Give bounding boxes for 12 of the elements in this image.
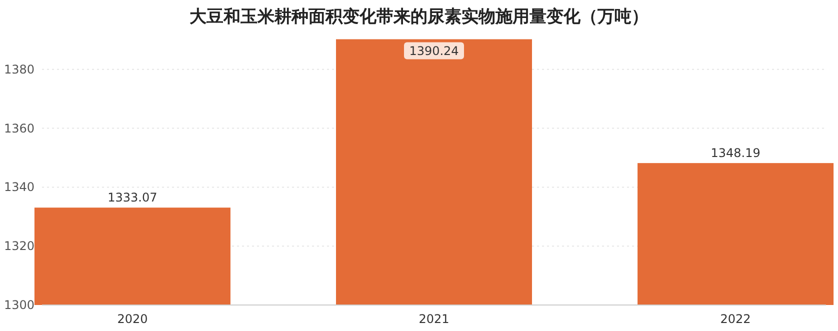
data-label: 1390.24 — [409, 44, 459, 58]
data-label: 1333.07 — [108, 190, 158, 205]
data-label: 1348.19 — [710, 146, 760, 160]
y-tick-label: 1320 — [4, 239, 35, 254]
x-tick-label: 2020 — [117, 312, 148, 326]
y-tick-label: 1340 — [4, 180, 35, 194]
y-tick-label: 1300 — [4, 298, 35, 312]
x-tick-label: 2021 — [418, 312, 450, 326]
chart-title: 大豆和玉米耕种面积变化带来的尿素实物施用量变化（万吨） — [190, 7, 648, 27]
y-tick-label: 1380 — [4, 62, 35, 76]
y-tick-label: 1360 — [4, 121, 35, 136]
x-tick-label: 2022 — [720, 312, 751, 326]
